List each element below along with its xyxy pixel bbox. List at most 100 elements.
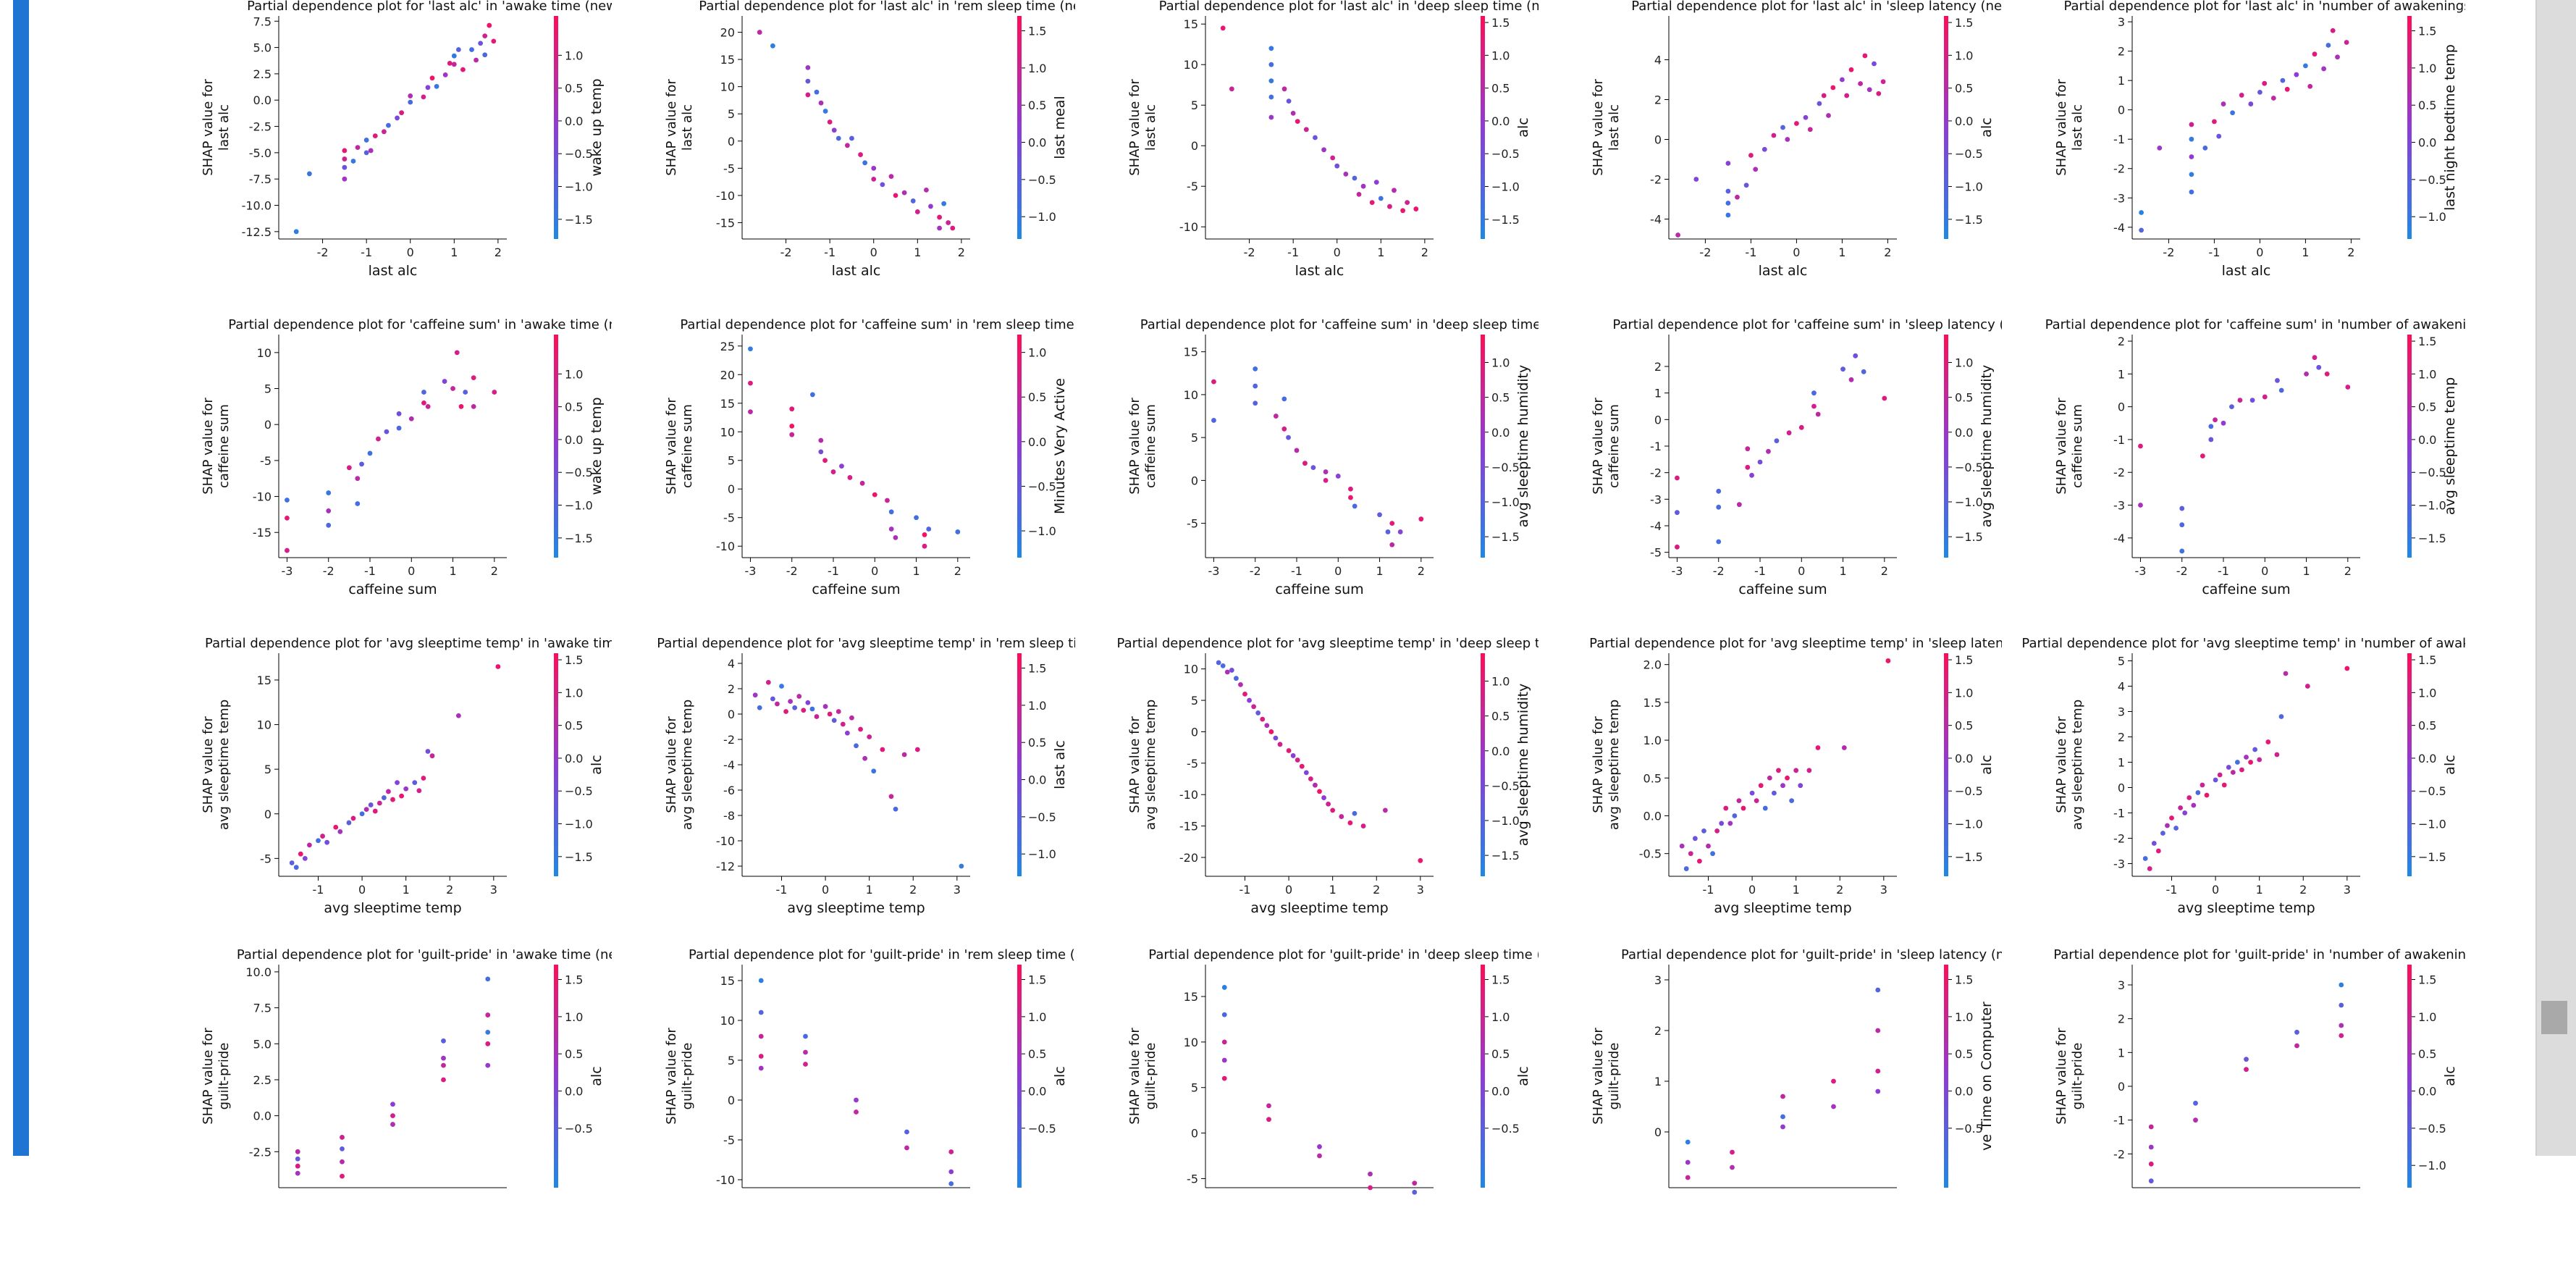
data-point	[827, 711, 833, 717]
data-point	[1397, 529, 1403, 534]
data-point	[2249, 398, 2255, 403]
data-point	[1266, 1117, 1271, 1123]
data-point	[491, 38, 497, 44]
data-point	[2213, 777, 2218, 783]
data-point	[1360, 183, 1366, 189]
x-tick-label: 0	[2261, 564, 2268, 578]
data-point	[2339, 1033, 2344, 1038]
colorbar	[554, 16, 558, 239]
data-point	[1317, 1153, 1322, 1159]
y-tick-label: 15	[257, 674, 272, 687]
y-axis-label-line: avg sleeptime temp	[216, 700, 232, 830]
y-tick-label: 5	[1191, 1081, 1198, 1095]
chart-title: Partial dependence plot for 'guilt-pride…	[237, 949, 612, 962]
data-point	[1693, 177, 1699, 182]
colorbar-label: last meal	[1052, 96, 1068, 159]
data-point	[1848, 67, 1854, 72]
data-point	[2212, 119, 2217, 125]
colorbar-tick-label: 1.0	[1955, 1010, 1973, 1024]
data-point	[316, 838, 321, 844]
x-axis-label: last alc	[1759, 263, 1808, 279]
data-point	[1308, 776, 1313, 781]
y-tick-label: -5	[1187, 180, 1198, 193]
y-tick-label: -5	[1650, 546, 1662, 560]
y-tick-label: 4	[728, 657, 735, 671]
colorbar-tick-label: 1.0	[1491, 675, 1510, 689]
y-tick-label: 0	[1191, 474, 1198, 487]
y-axis-label-line: SHAP value for	[664, 1028, 679, 1125]
data-point	[1268, 114, 1274, 120]
colorbar-tick-label: 1.0	[1491, 356, 1510, 370]
colorbar-tick-label: −1.5	[565, 213, 593, 227]
data-point	[849, 135, 854, 141]
y-tick-label: -5	[1187, 1172, 1198, 1186]
data-point	[854, 1097, 859, 1103]
x-tick-label: 3	[1417, 883, 1424, 897]
data-point	[1697, 858, 1702, 864]
data-point	[1413, 206, 1419, 211]
colorbar-tick-label: 0.0	[1491, 114, 1510, 128]
data-point	[1815, 745, 1821, 750]
colorbar-tick-label: 0.5	[1028, 98, 1046, 112]
x-tick-label: 1	[1793, 883, 1800, 897]
colorbar-tick-label: 0.0	[2418, 752, 2436, 765]
x-axis-label: avg sleeptime temp	[2177, 900, 2315, 916]
data-point	[1743, 182, 1749, 188]
y-axis-label-line: guilt-pride	[2070, 1043, 2085, 1110]
data-point	[783, 709, 788, 714]
data-point	[858, 152, 863, 157]
data-point	[1826, 113, 1831, 118]
y-tick-label: 3	[2118, 978, 2125, 992]
y-tick-label: -2	[2113, 832, 2125, 846]
data-point	[1749, 790, 1755, 796]
data-point	[441, 1077, 446, 1083]
x-tick-label: -1	[361, 246, 372, 259]
data-point	[789, 432, 795, 437]
y-axis-label: SHAP value foravg sleeptime temp	[1591, 700, 1622, 830]
colorbar	[1481, 335, 1485, 558]
x-tick-label: 1	[1377, 246, 1384, 259]
data-point	[2294, 72, 2299, 77]
x-tick-label: -3	[1671, 564, 1683, 578]
y-tick-label: 10	[1184, 663, 1198, 676]
x-tick-label: 0	[1793, 246, 1800, 259]
data-point	[342, 148, 348, 154]
data-point	[1807, 127, 1813, 133]
colorbar-tick-label: 0.5	[2418, 98, 2436, 112]
data-point	[1719, 821, 1725, 826]
data-point	[2200, 453, 2205, 458]
colorbar-tick-label: 1.5	[2418, 335, 2436, 348]
data-point	[1749, 472, 1754, 478]
data-point	[1221, 1012, 1227, 1017]
y-axis-label-line: last alc	[1607, 104, 1622, 151]
data-point	[293, 229, 299, 235]
data-point	[359, 461, 364, 467]
vertical-scrollbar[interactable]	[2535, 0, 2576, 1156]
scrollbar-thumb[interactable]	[2541, 1001, 2567, 1034]
scatter-chart: Partial dependence plot for 'avg sleepti…	[1117, 636, 1609, 916]
colorbar-tick-label: 0.5	[1491, 1047, 1510, 1061]
y-tick-label: 0	[1654, 133, 1662, 147]
data-point	[2148, 1178, 2154, 1184]
data-point	[814, 714, 820, 719]
data-point	[2312, 355, 2318, 361]
data-point	[803, 1033, 808, 1039]
data-point	[2237, 398, 2243, 403]
data-point	[485, 1062, 491, 1068]
colorbar-tick-label: 1.5	[1028, 25, 1046, 38]
y-tick-label: 10	[720, 80, 735, 94]
data-point	[1253, 366, 1258, 372]
data-point	[396, 425, 402, 431]
data-point	[2193, 1117, 2198, 1123]
data-point	[2139, 210, 2144, 215]
data-point	[872, 492, 877, 498]
colorbar-tick-label: 0.0	[565, 433, 583, 447]
data-point	[1281, 426, 1287, 432]
y-tick-label: 10	[1184, 58, 1198, 72]
y-axis-label-line: SHAP value for	[2054, 1028, 2069, 1125]
colorbar-tick-label: −0.5	[2418, 784, 2446, 798]
data-point	[1688, 851, 1693, 857]
y-tick-label: -2.5	[249, 120, 272, 134]
x-tick-label: -1	[828, 564, 839, 578]
y-tick-label: 3	[1654, 973, 1662, 987]
